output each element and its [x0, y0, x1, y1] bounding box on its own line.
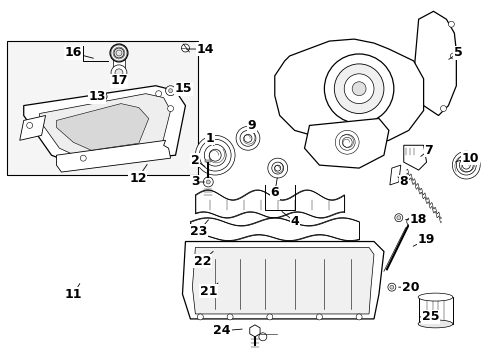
Circle shape [203, 177, 213, 187]
Text: 22: 22 [193, 255, 211, 268]
Circle shape [461, 161, 469, 169]
Circle shape [406, 218, 414, 226]
Text: 11: 11 [64, 288, 82, 301]
Text: 23: 23 [189, 225, 206, 238]
Circle shape [447, 21, 453, 27]
Circle shape [258, 333, 266, 341]
Circle shape [197, 314, 203, 320]
Text: 19: 19 [417, 233, 434, 246]
Circle shape [451, 151, 479, 179]
Polygon shape [304, 118, 388, 168]
Polygon shape [418, 297, 452, 324]
Polygon shape [20, 116, 45, 140]
Ellipse shape [113, 66, 124, 71]
Circle shape [339, 134, 354, 150]
Circle shape [165, 86, 175, 96]
Polygon shape [56, 140, 170, 172]
Circle shape [102, 95, 104, 98]
Circle shape [114, 48, 123, 58]
Text: 10: 10 [461, 152, 478, 165]
Circle shape [335, 130, 358, 154]
Circle shape [267, 158, 287, 178]
Ellipse shape [417, 320, 452, 328]
Text: 6: 6 [270, 186, 279, 199]
Polygon shape [274, 39, 423, 145]
Circle shape [324, 54, 393, 123]
Circle shape [389, 285, 393, 289]
Circle shape [455, 155, 475, 175]
Text: 12: 12 [129, 171, 146, 185]
Circle shape [244, 134, 251, 142]
Circle shape [209, 149, 221, 161]
Polygon shape [182, 242, 383, 319]
Polygon shape [56, 104, 148, 150]
Text: 9: 9 [247, 119, 256, 132]
Text: 25: 25 [421, 310, 438, 323]
Circle shape [99, 93, 107, 100]
Circle shape [334, 64, 383, 113]
Circle shape [394, 214, 402, 222]
Circle shape [111, 65, 127, 81]
Circle shape [226, 314, 233, 320]
Text: 15: 15 [174, 82, 192, 95]
Circle shape [195, 135, 235, 175]
Text: 1: 1 [205, 132, 214, 145]
Circle shape [199, 139, 231, 171]
Text: 16: 16 [64, 46, 82, 59]
Circle shape [396, 216, 400, 220]
Bar [205, 160, 211, 162]
Text: 20: 20 [401, 281, 419, 294]
Text: 18: 18 [409, 213, 427, 226]
Bar [7, 41, 198, 175]
Bar [113, 59, 124, 69]
Polygon shape [403, 145, 426, 170]
Circle shape [266, 314, 272, 320]
Text: 16: 16 [64, 46, 82, 59]
Polygon shape [389, 165, 400, 185]
Circle shape [115, 69, 122, 77]
Circle shape [240, 130, 255, 146]
Circle shape [351, 82, 366, 96]
Circle shape [155, 91, 162, 96]
Circle shape [440, 105, 446, 112]
Text: 5: 5 [453, 46, 462, 59]
Circle shape [458, 158, 472, 172]
Circle shape [387, 283, 395, 291]
Text: 3: 3 [191, 175, 199, 189]
Text: 14: 14 [196, 42, 214, 55]
Polygon shape [413, 11, 455, 116]
Circle shape [110, 44, 128, 62]
Circle shape [271, 162, 283, 174]
Circle shape [344, 74, 373, 104]
Text: 21: 21 [199, 285, 217, 298]
Circle shape [206, 180, 210, 184]
Circle shape [274, 165, 280, 171]
Polygon shape [192, 247, 373, 314]
Circle shape [27, 122, 33, 129]
Text: 2: 2 [191, 154, 200, 167]
Text: 13: 13 [88, 90, 105, 103]
Polygon shape [40, 94, 170, 158]
Circle shape [204, 144, 225, 166]
Circle shape [167, 105, 173, 112]
Circle shape [449, 53, 455, 59]
Circle shape [316, 314, 322, 320]
Text: 4: 4 [290, 215, 298, 228]
Text: 8: 8 [399, 175, 407, 189]
Circle shape [181, 44, 189, 52]
Circle shape [342, 137, 351, 147]
Circle shape [80, 155, 86, 161]
Circle shape [168, 89, 172, 93]
Polygon shape [24, 86, 185, 165]
Text: 24: 24 [213, 324, 230, 337]
Ellipse shape [417, 293, 452, 301]
Text: 17: 17 [110, 74, 127, 87]
Circle shape [355, 314, 361, 320]
Text: 7: 7 [423, 144, 432, 157]
Circle shape [236, 126, 259, 150]
